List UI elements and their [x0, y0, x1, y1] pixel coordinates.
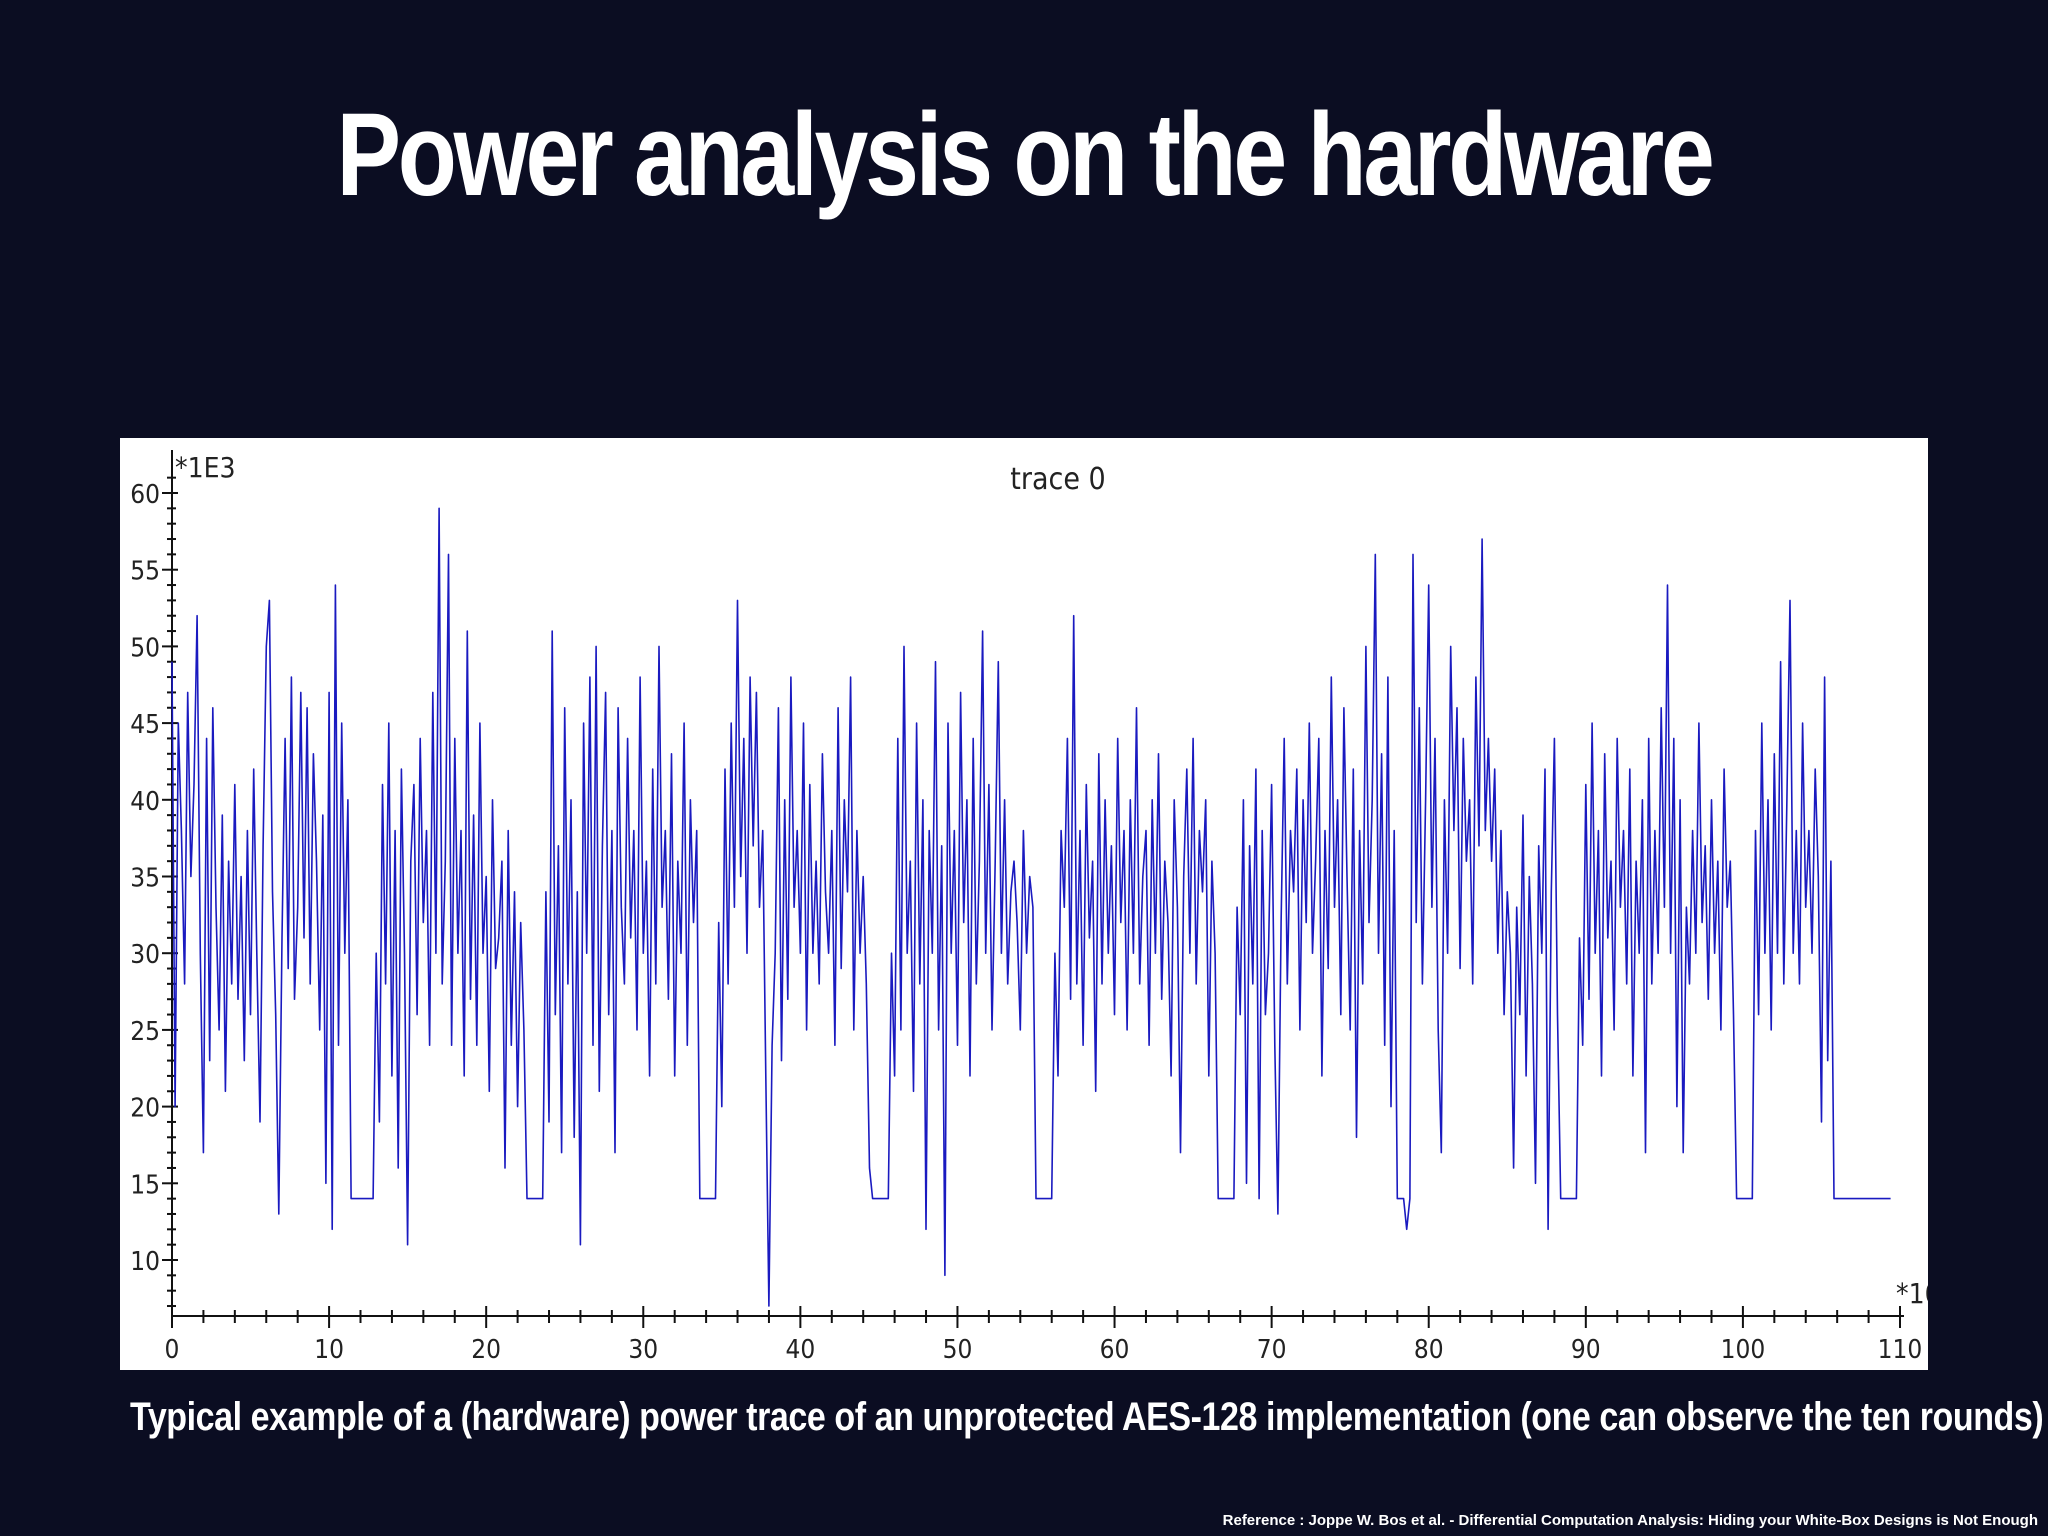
x-tick-label: 40 [785, 1335, 815, 1365]
x-tick-label: 70 [1257, 1335, 1287, 1365]
x-tick-label: 50 [943, 1335, 973, 1365]
y-tick-label: 60 [130, 480, 160, 510]
reference-note: Reference : Joppe W. Bos et al. - Differ… [1222, 1512, 2038, 1529]
x-tick-label: 110 [1878, 1335, 1923, 1365]
y-tick-label: 45 [130, 710, 160, 740]
x-tick-label: 10 [314, 1335, 344, 1365]
y-tick-label: 15 [130, 1170, 160, 1200]
y-tick-label: 25 [130, 1017, 160, 1047]
chart-svg: 10 15 20 25 30 35 40 45 50 55 60 0 10 20 30 40 50 60 70 80… [130, 450, 1928, 1365]
x-tick-label: 0 [165, 1335, 180, 1365]
trace-line-0 [171, 507, 1891, 1307]
x-axis: 0 10 20 30 40 50 60 70 80 90 100 110 [165, 1306, 1923, 1365]
y-tick-label: 30 [130, 940, 160, 970]
y-tick-label: 55 [130, 557, 160, 587]
x-tick-label: 20 [471, 1335, 501, 1365]
y-tick-label: 20 [130, 1094, 160, 1124]
x-tick-label: 30 [628, 1335, 658, 1365]
power-trace-chart: 10 15 20 25 30 35 40 45 50 55 60 0 10 20 30 40 50 60 70 80… [120, 438, 1928, 1370]
slide-title: Power analysis on the hardware [336, 89, 1714, 221]
chart-title: trace 0 [1010, 462, 1105, 497]
y-tick-label: 50 [130, 633, 160, 663]
y-multiplier-label: *1E3 [175, 451, 236, 484]
x-multiplier-label: *10 [1896, 1277, 1928, 1310]
y-axis: 10 15 20 25 30 35 40 45 50 55 60 [130, 450, 178, 1316]
x-tick-label: 80 [1414, 1335, 1444, 1365]
x-tick-label: 100 [1721, 1335, 1766, 1365]
x-tick-label: 60 [1100, 1335, 1130, 1365]
trace-layer [171, 507, 1891, 1307]
slide-caption: Typical example of a (hardware) power tr… [130, 1395, 2044, 1439]
y-tick-label: 40 [130, 787, 160, 817]
y-tick-label: 10 [130, 1247, 160, 1277]
y-tick-label: 35 [130, 864, 160, 894]
x-tick-label: 90 [1571, 1335, 1601, 1365]
